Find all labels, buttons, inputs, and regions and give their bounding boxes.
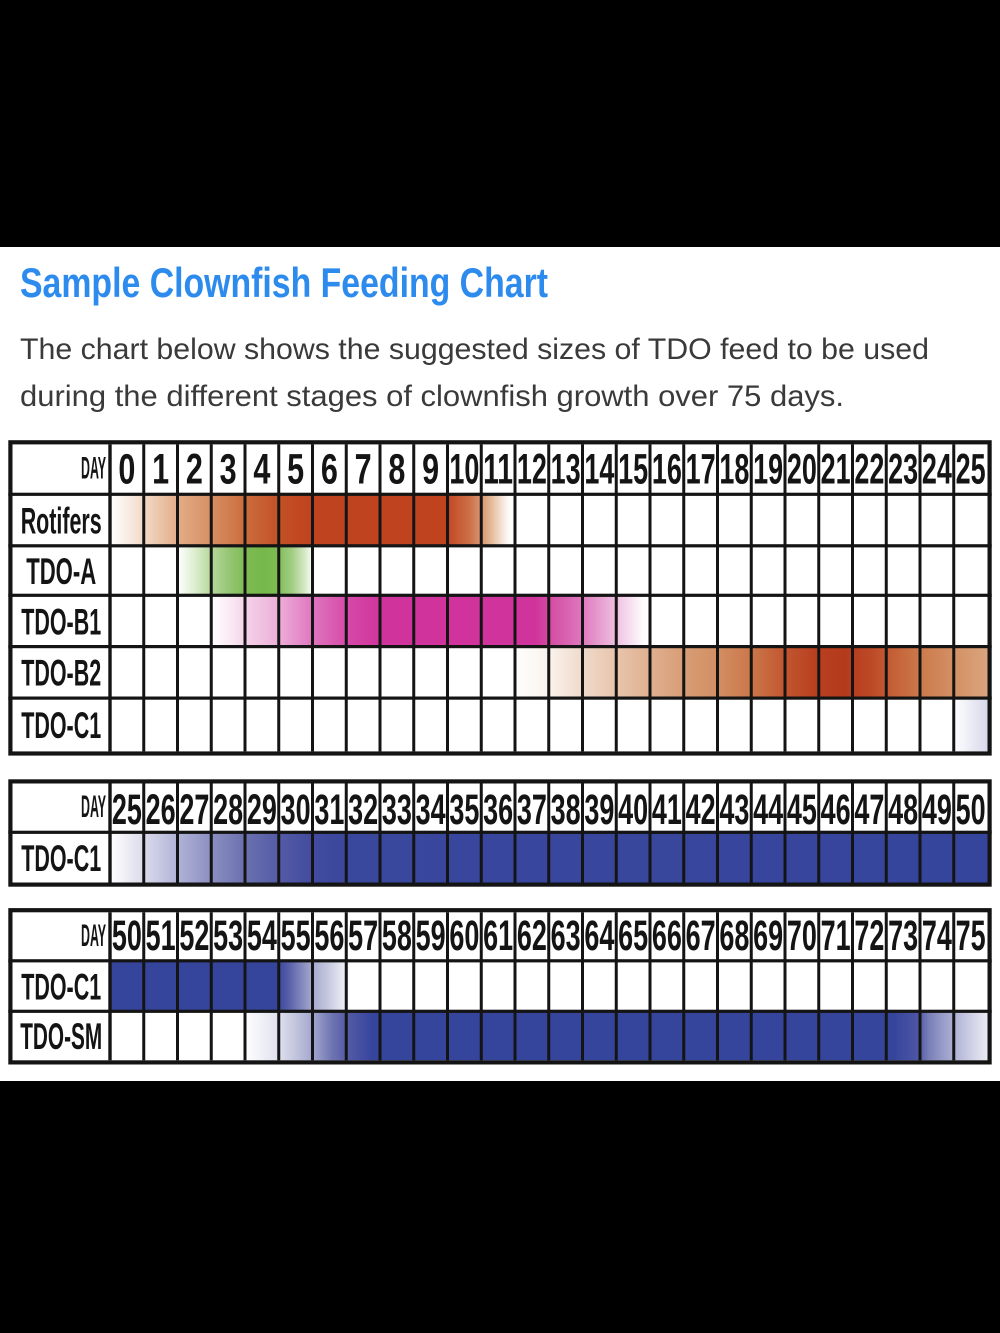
svg-text:61: 61: [483, 912, 513, 960]
svg-text:47: 47: [854, 786, 884, 834]
svg-text:14: 14: [584, 446, 614, 494]
svg-text:33: 33: [382, 786, 412, 834]
svg-text:70: 70: [787, 912, 817, 960]
svg-text:18: 18: [719, 446, 749, 494]
svg-text:43: 43: [719, 786, 749, 834]
svg-text:23: 23: [888, 446, 918, 494]
svg-text:21: 21: [821, 446, 851, 494]
svg-text:53: 53: [213, 912, 243, 960]
svg-text:15: 15: [618, 446, 648, 494]
svg-text:during the different stages of: during the different stages of clownfish…: [20, 380, 844, 413]
svg-text:TDO-B1: TDO-B1: [21, 601, 101, 642]
svg-text:48: 48: [888, 786, 918, 834]
svg-text:42: 42: [686, 786, 716, 834]
svg-text:25: 25: [956, 446, 986, 494]
svg-text:27: 27: [179, 786, 209, 834]
svg-text:71: 71: [821, 912, 851, 960]
svg-text:41: 41: [652, 786, 682, 834]
svg-text:TDO-C1: TDO-C1: [21, 966, 101, 1007]
svg-text:67: 67: [686, 912, 716, 960]
svg-text:19: 19: [753, 446, 783, 494]
svg-text:46: 46: [821, 786, 851, 834]
svg-text:34: 34: [416, 786, 446, 834]
svg-text:60: 60: [449, 912, 479, 960]
svg-text:3: 3: [220, 446, 237, 494]
svg-text:24: 24: [922, 446, 952, 494]
svg-text:72: 72: [854, 912, 884, 960]
svg-text:Rotifers: Rotifers: [21, 500, 102, 541]
svg-text:9: 9: [422, 446, 439, 494]
svg-text:25: 25: [112, 786, 142, 834]
svg-text:58: 58: [382, 912, 412, 960]
svg-text:55: 55: [281, 912, 311, 960]
svg-text:66: 66: [652, 912, 682, 960]
svg-text:44: 44: [753, 786, 783, 834]
svg-text:63: 63: [551, 912, 581, 960]
svg-text:51: 51: [146, 912, 176, 960]
svg-text:8: 8: [388, 446, 405, 494]
svg-text:75: 75: [956, 912, 986, 960]
svg-text:65: 65: [618, 912, 648, 960]
svg-text:4: 4: [253, 446, 270, 494]
svg-text:TDO-A: TDO-A: [26, 551, 96, 592]
svg-text:22: 22: [854, 446, 884, 494]
svg-text:57: 57: [348, 912, 378, 960]
svg-text:38: 38: [551, 786, 581, 834]
svg-text:TDO-SM: TDO-SM: [20, 1016, 102, 1057]
svg-text:49: 49: [922, 786, 952, 834]
svg-text:TDO-C1: TDO-C1: [21, 838, 101, 879]
svg-text:30: 30: [281, 786, 311, 834]
svg-text:56: 56: [314, 912, 344, 960]
svg-text:13: 13: [551, 446, 581, 494]
svg-text:52: 52: [179, 912, 209, 960]
svg-text:50: 50: [956, 786, 986, 834]
svg-text:The chart below shows the sugg: The chart below shows the suggested size…: [20, 333, 929, 366]
svg-text:36: 36: [483, 786, 513, 834]
svg-text:2: 2: [186, 446, 203, 494]
svg-text:0: 0: [118, 446, 135, 494]
svg-text:39: 39: [584, 786, 614, 834]
svg-text:45: 45: [787, 786, 817, 834]
svg-text:29: 29: [247, 786, 277, 834]
svg-text:69: 69: [753, 912, 783, 960]
svg-text:28: 28: [213, 786, 243, 834]
svg-text:32: 32: [348, 786, 378, 834]
svg-text:74: 74: [922, 912, 952, 960]
svg-text:73: 73: [888, 912, 918, 960]
svg-text:Sample Clownfish Feeding Chart: Sample Clownfish Feeding Chart: [20, 259, 548, 306]
svg-text:TDO-B2: TDO-B2: [21, 653, 101, 694]
svg-text:12: 12: [517, 446, 547, 494]
svg-text:26: 26: [146, 786, 176, 834]
svg-text:11: 11: [483, 446, 513, 494]
svg-text:6: 6: [321, 446, 338, 494]
svg-text:68: 68: [719, 912, 749, 960]
svg-text:TDO-C1: TDO-C1: [21, 705, 101, 746]
svg-text:50: 50: [112, 912, 142, 960]
svg-text:DAY: DAY: [81, 450, 106, 486]
svg-text:35: 35: [449, 786, 479, 834]
svg-text:10: 10: [449, 446, 479, 494]
svg-text:31: 31: [314, 786, 344, 834]
svg-text:37: 37: [517, 786, 547, 834]
svg-text:59: 59: [416, 912, 446, 960]
svg-text:DAY: DAY: [81, 788, 106, 824]
svg-text:62: 62: [517, 912, 547, 960]
svg-text:DAY: DAY: [81, 917, 106, 953]
svg-text:64: 64: [584, 912, 614, 960]
svg-text:16: 16: [652, 446, 682, 494]
svg-text:7: 7: [355, 446, 372, 494]
svg-text:5: 5: [287, 446, 304, 494]
svg-text:1: 1: [152, 446, 169, 494]
svg-text:20: 20: [787, 446, 817, 494]
svg-text:54: 54: [247, 912, 277, 960]
svg-text:17: 17: [686, 446, 716, 494]
svg-text:40: 40: [618, 786, 648, 834]
